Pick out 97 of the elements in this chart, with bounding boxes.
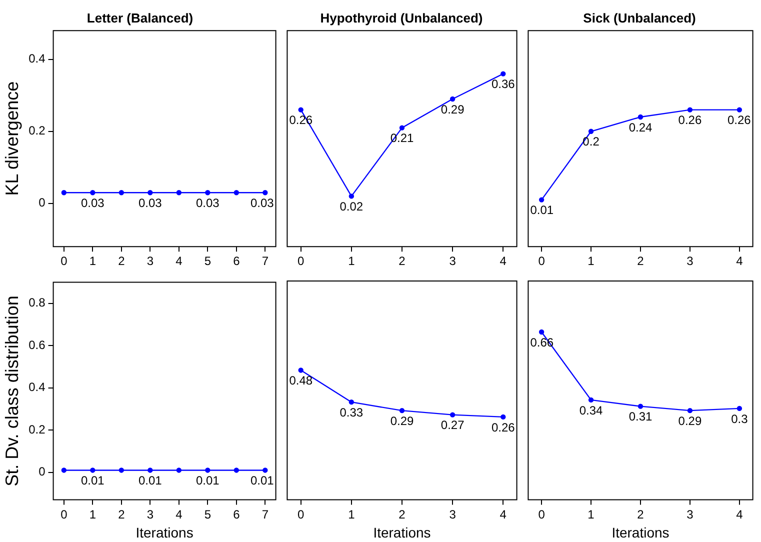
point [588, 397, 594, 403]
point [736, 406, 742, 412]
x-tick-label: 3 [449, 507, 456, 522]
data-label: 0.26 [727, 113, 752, 128]
point [298, 107, 304, 112]
x-tick-label: 2 [398, 507, 406, 522]
y-tick-label: 0.6 [28, 338, 46, 352]
data-label: 0.3 [731, 412, 748, 426]
x-tick-label: 6 [233, 507, 240, 522]
point [399, 408, 405, 414]
data-label: 0.29 [440, 102, 465, 116]
point [399, 125, 405, 130]
x-tick-label: 3 [146, 507, 154, 522]
data-label: 0.31 [628, 410, 652, 424]
y-tick-label: 0.8 [28, 296, 46, 310]
point [500, 71, 506, 76]
x-axis-title: Iterations [373, 524, 431, 540]
point [736, 107, 742, 112]
x-tick-label: 4 [176, 254, 183, 268]
x-tick-label: 4 [500, 254, 507, 268]
y-tick-label: 0.2 [28, 124, 46, 138]
x-tick-label: 2 [398, 254, 406, 268]
data-label: 0.34 [579, 403, 604, 418]
data-label: 0.03 [196, 196, 220, 210]
chart-title: Sick (Unbalanced) [583, 10, 696, 26]
x-tick-label: 4 [176, 507, 183, 522]
x-tick-label: 7 [262, 507, 269, 522]
x-tick-label: 4 [500, 507, 507, 522]
x-axis-title: Iterations [612, 524, 670, 540]
x-tick-label: 3 [686, 507, 694, 522]
x-tick-label: 2 [637, 254, 644, 268]
y-tick-label: 0 [38, 196, 46, 210]
data-label: 0.01 [196, 474, 220, 488]
data-label: 0.02 [340, 200, 364, 214]
point [538, 197, 544, 202]
x-tick-label: 2 [118, 507, 126, 522]
x-tick-label: 4 [736, 254, 744, 268]
point [538, 329, 544, 335]
x-tick-label: 6 [233, 254, 240, 268]
x-tick-label: 0 [298, 254, 305, 268]
x-tick-label: 0 [538, 507, 546, 522]
data-label: 0.03 [80, 196, 105, 210]
x-tick-label: 2 [118, 254, 126, 268]
point [500, 414, 506, 420]
chart-title: Hypothyroid (Unbalanced) [320, 10, 483, 26]
point [687, 107, 693, 112]
point [638, 114, 644, 120]
y-axis-title: St. Dv. class distribution [2, 296, 22, 486]
x-tick-label: 1 [348, 254, 356, 268]
data-label: 0.48 [289, 374, 313, 388]
data-label: 0.2 [582, 134, 600, 149]
x-tick-label: 3 [449, 254, 456, 268]
y-tick-label: 0.4 [28, 52, 46, 66]
point [348, 399, 354, 405]
x-tick-label: 1 [588, 254, 595, 268]
data-label: 0.24 [628, 120, 652, 134]
x-tick-label: 1 [89, 507, 96, 522]
x-tick-label: 0 [60, 254, 68, 268]
data-label: 0.01 [250, 474, 274, 488]
x-tick-label: 4 [736, 507, 744, 522]
point [588, 128, 594, 134]
data-label: 0.03 [138, 196, 162, 210]
y-tick-label: 0.2 [28, 422, 46, 436]
y-tick-label: 0.4 [28, 380, 46, 394]
data-label: 0.26 [678, 113, 702, 128]
x-tick-label: 7 [262, 254, 269, 268]
point [450, 96, 456, 102]
y-tick-label: 0 [38, 464, 46, 479]
data-label: 0.01 [530, 203, 554, 218]
point [687, 408, 693, 414]
data-label: 0.27 [440, 418, 465, 432]
data-label: 0.29 [390, 414, 414, 428]
x-tick-label: 1 [89, 254, 96, 268]
x-tick-label: 3 [686, 254, 694, 268]
data-label: 0.03 [250, 196, 274, 210]
point [348, 194, 354, 199]
data-label: 0.33 [340, 405, 364, 420]
data-label: 0.26 [491, 420, 516, 434]
x-tick-label: 3 [146, 254, 154, 268]
x-tick-label: 5 [204, 507, 212, 522]
x-tick-label: 0 [298, 507, 305, 522]
x-tick-label: 0 [60, 507, 68, 522]
data-label: 0.01 [138, 474, 162, 488]
x-tick-label: 1 [588, 507, 595, 522]
chart-title: Letter (Balanced) [86, 10, 194, 26]
data-label: 0.36 [491, 77, 516, 92]
data-label: 0.29 [678, 414, 702, 428]
x-tick-label: 0 [538, 254, 546, 268]
x-axis-title: Iterations [136, 524, 194, 540]
point [450, 412, 456, 418]
data-label: 0.01 [80, 474, 105, 488]
x-tick-label: 2 [637, 507, 644, 522]
x-tick-label: 5 [204, 254, 212, 268]
y-axis-title: KL divergence [2, 81, 22, 196]
point [298, 368, 304, 373]
point [638, 404, 644, 409]
x-tick-label: 1 [348, 507, 356, 522]
